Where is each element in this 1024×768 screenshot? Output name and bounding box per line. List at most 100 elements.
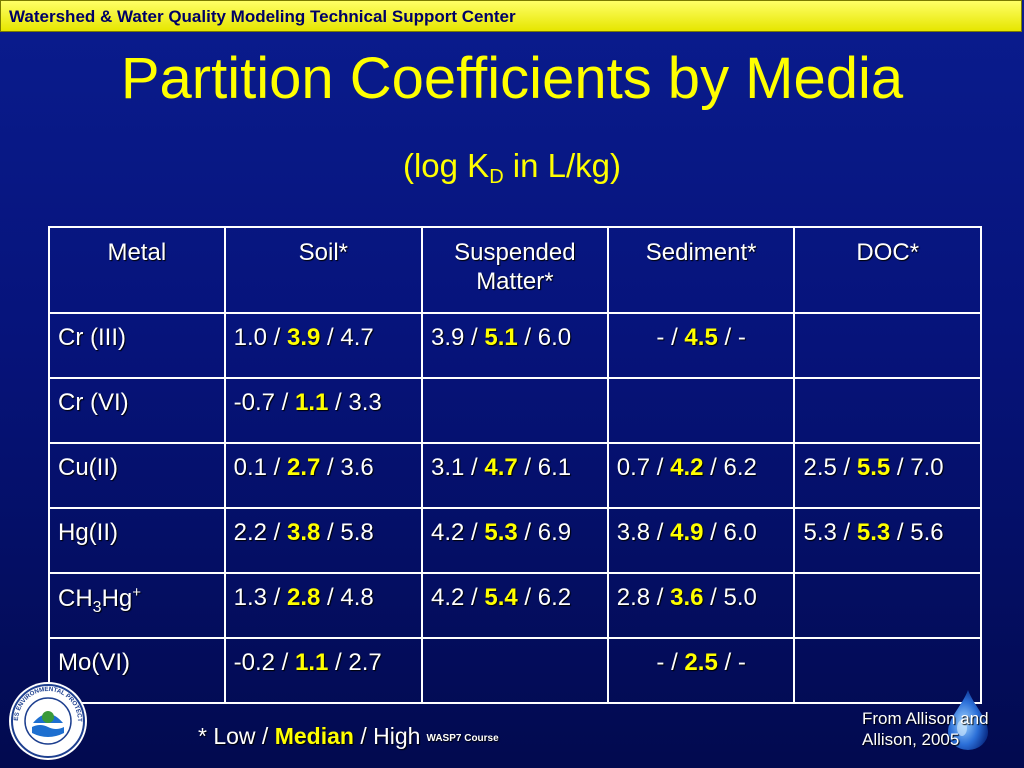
separator: / bbox=[703, 519, 724, 546]
table-row: Mo(VI) -0.2 / 1.1 / 2.7- / 2.5 / - bbox=[48, 637, 982, 704]
low-value: -0.2 bbox=[233, 649, 275, 676]
median-value: 4.9 bbox=[670, 519, 704, 546]
table-row: Cr (III) 1.0 / 3.9 / 4.7 3.9 / 5.1 / 6.0- … bbox=[48, 312, 982, 379]
separator: / bbox=[703, 584, 724, 611]
separator: / bbox=[320, 584, 341, 611]
value-cell bbox=[793, 377, 982, 444]
metal-cell: Mo(VI) bbox=[48, 637, 226, 704]
header-sediment: Sediment* bbox=[606, 226, 796, 314]
metal-cell: Cu(II) bbox=[48, 442, 226, 509]
high-value: 5.6 bbox=[910, 519, 944, 546]
low-value: - bbox=[656, 649, 665, 676]
value-cell: 2.8 / 3.6 / 5.0 bbox=[606, 572, 796, 639]
separator: / bbox=[890, 454, 911, 481]
table-row: Cr (VI) -0.7 / 1.1 / 3.3 bbox=[48, 377, 982, 444]
low-value: 3.9 bbox=[430, 324, 465, 351]
median-value: 5.1 bbox=[484, 324, 518, 351]
separator: / bbox=[664, 324, 685, 351]
course-label: WASP7 Course bbox=[426, 733, 499, 744]
legend-high: / High bbox=[353, 723, 421, 749]
header-banner: Watershed & Water Quality Modeling Techn… bbox=[0, 0, 1022, 32]
separator: / bbox=[328, 649, 349, 676]
value-cell: 3.9 / 5.1 / 6.0 bbox=[420, 312, 609, 379]
legend: * Low / Median / High WASP7 Course bbox=[198, 722, 499, 753]
median-value: 2.5 bbox=[684, 649, 718, 676]
slide-subtitle: (log KD in L/kg) bbox=[0, 146, 1024, 197]
median-value: 5.3 bbox=[856, 519, 891, 546]
value-cell: -0.7 / 1.1 / 3.3 bbox=[223, 377, 423, 444]
separator: / bbox=[890, 519, 911, 546]
water-drop-icon bbox=[948, 690, 988, 750]
separator: / bbox=[836, 454, 857, 481]
low-value: - bbox=[656, 324, 665, 351]
table-row: CH3Hg+ 1.3 / 2.8 / 4.8 4.2 / 5.4 / 6.2 2.8 … bbox=[48, 572, 982, 639]
metal-cell: Cr (VI) bbox=[48, 377, 226, 444]
low-value: 2.8 bbox=[616, 584, 651, 611]
metal-cell: Cr (III) bbox=[48, 312, 226, 379]
separator: / bbox=[517, 584, 538, 611]
separator: / bbox=[464, 584, 485, 611]
metal-subscript: 3 bbox=[92, 598, 102, 616]
subtitle-prefix: (log K bbox=[402, 147, 490, 184]
legend-median: Median bbox=[274, 723, 354, 749]
legend-low: * Low / bbox=[198, 723, 275, 749]
slide-title: Partition Coefficients by Media bbox=[120, 46, 904, 111]
high-value: 3.3 bbox=[348, 389, 382, 416]
value-cell: 0.7 / 4.2 / 6.2 bbox=[606, 442, 796, 509]
value-cell: 2.5 / 5.5 / 7.0 bbox=[793, 442, 982, 509]
value-cell: - / 2.5 / - bbox=[606, 637, 796, 704]
separator: / bbox=[464, 454, 485, 481]
metal-cell: CH3Hg+ bbox=[48, 572, 226, 639]
header-soil: Soil* bbox=[223, 226, 423, 314]
value-cell bbox=[606, 377, 796, 444]
value-cell: 0.1 / 2.7 / 3.6 bbox=[223, 442, 423, 509]
median-value: 5.5 bbox=[856, 454, 891, 481]
separator: / bbox=[274, 389, 295, 416]
metal-cell: Hg(II) bbox=[48, 507, 226, 574]
separator: / bbox=[320, 454, 341, 481]
value-cell: 1.3 / 2.8 / 4.8 bbox=[223, 572, 423, 639]
high-value: 6.2 bbox=[537, 584, 572, 611]
separator: / bbox=[320, 324, 341, 351]
value-cell: 4.2 / 5.3 / 6.9 bbox=[420, 507, 609, 574]
median-value: 2.7 bbox=[287, 454, 321, 481]
table-row: Hg(II) 2.2 / 3.8 / 5.8 4.2 / 5.3 / 6.9 3.8 … bbox=[48, 507, 982, 574]
low-value: 0.1 bbox=[233, 454, 267, 481]
low-value: 3.8 bbox=[616, 519, 651, 546]
separator: / bbox=[650, 454, 671, 481]
separator: / bbox=[328, 389, 349, 416]
low-value: 4.2 bbox=[430, 584, 465, 611]
metal-superscript: + bbox=[132, 584, 142, 601]
separator: / bbox=[650, 519, 671, 546]
median-value: 3.9 bbox=[287, 324, 321, 351]
high-value: 5.8 bbox=[340, 519, 374, 546]
separator: / bbox=[664, 649, 685, 676]
value-cell bbox=[793, 312, 982, 379]
high-value: - bbox=[737, 649, 746, 676]
low-value: 2.2 bbox=[233, 519, 267, 546]
separator: / bbox=[274, 649, 295, 676]
median-value: 3.6 bbox=[670, 584, 704, 611]
separator: / bbox=[717, 324, 738, 351]
source-line-2: Allison, 2005 bbox=[862, 730, 960, 749]
median-value: 5.3 bbox=[484, 519, 518, 546]
median-value: 1.1 bbox=[295, 389, 329, 416]
epa-seal-icon: UNITED STATES ENVIRONMENTAL PROTECTION A… bbox=[8, 681, 87, 760]
value-cell: - / 4.5 / - bbox=[606, 312, 796, 379]
source-line-1: From Allison and bbox=[862, 709, 989, 728]
separator: / bbox=[267, 324, 288, 351]
value-cell: 5.3 / 5.3 / 5.6 bbox=[793, 507, 982, 574]
high-value: 4.8 bbox=[340, 584, 374, 611]
value-cell bbox=[420, 637, 609, 704]
median-value: 1.1 bbox=[295, 649, 329, 676]
header-doc: DOC* bbox=[793, 226, 982, 314]
median-value: 2.8 bbox=[287, 584, 321, 611]
value-cell bbox=[420, 377, 609, 444]
low-value: 1.0 bbox=[233, 324, 267, 351]
separator: / bbox=[267, 584, 288, 611]
high-value: 6.0 bbox=[537, 324, 572, 351]
subtitle-subscript: D bbox=[489, 166, 504, 188]
value-cell: 1.0 / 3.9 / 4.7 bbox=[223, 312, 423, 379]
median-value: 4.7 bbox=[484, 454, 518, 481]
partition-table: Metal Soil* Suspended Matter* Sediment* … bbox=[48, 226, 982, 704]
